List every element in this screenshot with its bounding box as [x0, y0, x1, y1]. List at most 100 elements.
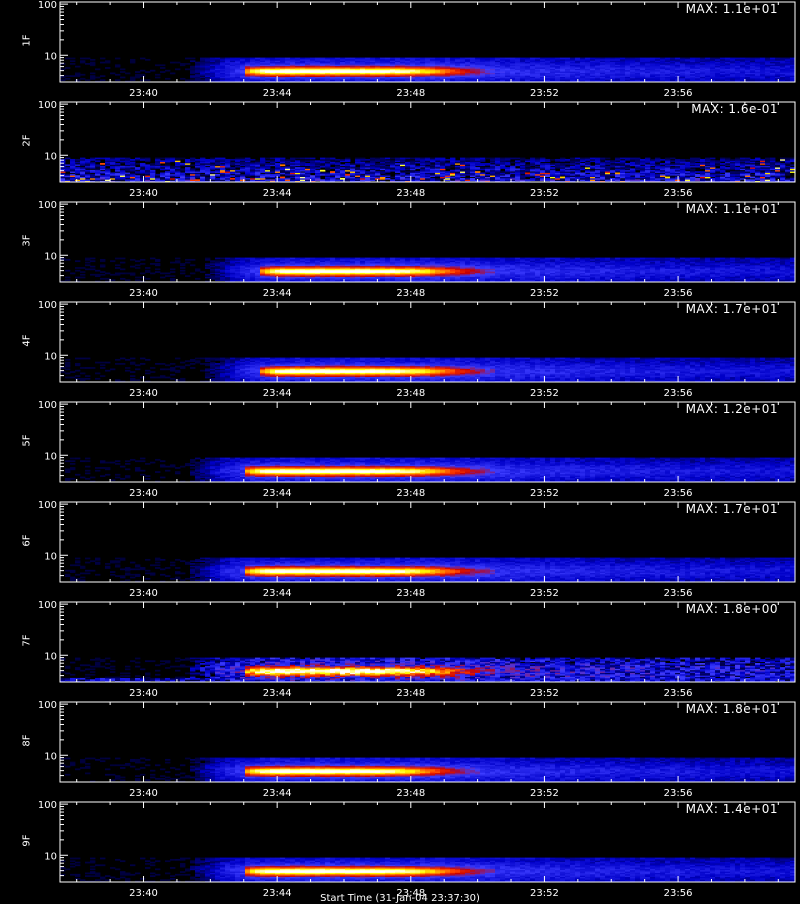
heatmap-cell	[175, 258, 180, 260]
heatmap-cell	[250, 177, 255, 179]
heatmap-cell	[415, 58, 420, 60]
heatmap-cell	[90, 59, 95, 61]
heatmap-cell	[390, 177, 395, 179]
heatmap-cell	[730, 171, 735, 173]
heatmap-cell	[195, 268, 200, 270]
heatmap-cell	[155, 271, 160, 273]
heatmap-cell	[580, 158, 585, 160]
heatmap-cell	[155, 74, 160, 76]
heatmap-cell	[135, 267, 140, 269]
heatmap-cell	[470, 58, 475, 60]
heatmap-cell	[770, 58, 775, 60]
heatmap-cell	[330, 171, 335, 173]
heatmap-cell	[365, 162, 370, 164]
heatmap-cell	[110, 173, 115, 175]
heatmap-cell	[460, 158, 465, 160]
heatmap-cell	[695, 158, 700, 160]
heatmap-cell	[265, 160, 270, 162]
heatmap-cell	[600, 162, 605, 164]
heatmap-cell	[235, 58, 240, 60]
heatmap-cell	[550, 159, 555, 161]
heatmap-cell	[760, 166, 765, 168]
heatmap-cell	[675, 58, 680, 60]
heatmap-cell	[190, 60, 195, 62]
heatmap-cell	[175, 178, 180, 180]
x-tick-label: 23:44	[263, 188, 292, 199]
heatmap-cell	[610, 160, 615, 162]
heatmap-cell	[220, 58, 225, 60]
heatmap-cell	[535, 168, 540, 170]
heatmap-cell	[65, 279, 70, 281]
heatmap-cell	[90, 174, 95, 176]
heatmap-cell	[70, 273, 75, 275]
heatmap-cell	[160, 71, 165, 73]
heatmap-cell	[105, 158, 110, 160]
heatmap-cell	[435, 178, 440, 180]
heatmap-cell	[190, 273, 195, 275]
heatmap-cell	[560, 58, 565, 60]
heatmap-cell	[450, 170, 455, 172]
heatmap-cell	[150, 273, 155, 275]
heatmap-cell	[495, 58, 500, 60]
heatmap-cell	[200, 79, 205, 81]
heatmap-cell	[785, 58, 790, 60]
heatmap-cell	[75, 159, 80, 161]
heatmap-cell	[685, 58, 690, 60]
heatmap-cell	[85, 58, 90, 60]
heatmap-cell	[255, 58, 260, 60]
heatmap-cell	[385, 174, 390, 176]
heatmap-cell	[695, 163, 700, 165]
heatmap-cell	[400, 177, 405, 179]
heatmap-cell	[570, 173, 575, 175]
heatmap-cell	[315, 58, 320, 60]
heatmap-cell	[260, 258, 265, 260]
heatmap-cell	[355, 58, 360, 60]
heatmap-cell	[260, 158, 265, 160]
heatmap-cell	[600, 158, 605, 160]
heatmap-cell	[325, 173, 330, 175]
heatmap-cell	[540, 158, 545, 160]
heatmap-cell	[65, 67, 70, 69]
heatmap-cell	[410, 58, 415, 60]
heatmap-cell	[400, 158, 405, 160]
heatmap-cell	[285, 177, 290, 179]
heatmap-cell	[115, 64, 120, 66]
heatmap-cell	[220, 258, 225, 260]
heatmap-cell	[135, 175, 140, 177]
heatmap-cell	[580, 167, 585, 169]
x-tick-label: 23:44	[263, 88, 292, 99]
heatmap-cell	[530, 58, 535, 60]
heatmap-cell	[745, 179, 750, 181]
heatmap-cell	[670, 163, 675, 165]
heatmap-cell	[515, 58, 520, 60]
heatmap-cell	[160, 173, 165, 175]
heatmap-cell	[100, 75, 105, 77]
heatmap-cell	[760, 168, 765, 170]
heatmap-cell	[445, 171, 450, 173]
heatmap-cell	[395, 58, 400, 60]
heatmap-cell	[195, 170, 200, 172]
heatmap-cell	[275, 158, 280, 160]
heatmap-cell	[750, 179, 755, 181]
heatmap-cell	[70, 58, 75, 60]
heatmap-cell	[470, 178, 475, 180]
heatmap-cell	[550, 58, 555, 60]
heatmap-cell	[135, 158, 140, 160]
heatmap-cell	[570, 166, 575, 168]
heatmap-cell	[170, 62, 175, 64]
heatmap-cell	[500, 158, 505, 160]
heatmap-cell	[720, 58, 725, 60]
heatmap-cell	[175, 260, 180, 262]
heatmap-cell	[520, 158, 525, 160]
heatmap-cell	[140, 58, 145, 60]
heatmap-cell	[305, 160, 310, 162]
heatmap-cell	[145, 158, 150, 160]
heatmap-cell	[510, 162, 515, 164]
heatmap-cell	[785, 168, 790, 170]
heatmap-cell	[90, 158, 95, 160]
heatmap-cell	[380, 175, 385, 177]
heatmap-cell	[155, 64, 160, 66]
heatmap-cell	[540, 163, 545, 165]
